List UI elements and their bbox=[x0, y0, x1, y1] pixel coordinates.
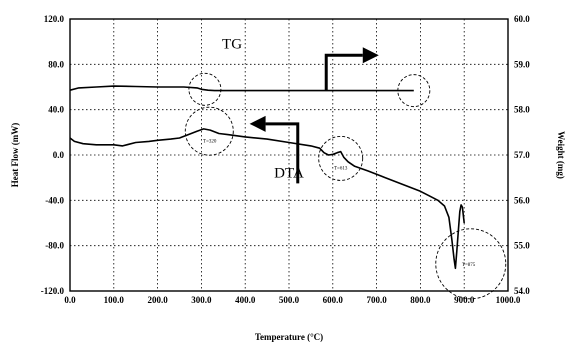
x-tick-label: 300.0 bbox=[191, 295, 212, 305]
x-tick-label: 200.0 bbox=[147, 295, 168, 305]
y-axis-right-title: Weight (mg) bbox=[556, 131, 566, 179]
y-right-tick-label: 57.0 bbox=[514, 150, 530, 160]
y-right-tick-label: 55.0 bbox=[514, 241, 530, 251]
y-left-tick-label: 40.0 bbox=[48, 105, 64, 115]
x-tick-label: 0.0 bbox=[64, 295, 76, 305]
x-tick-label: 700.0 bbox=[366, 295, 387, 305]
arrow-head bbox=[249, 115, 266, 132]
highlight-circle bbox=[184, 106, 234, 156]
y-right-tick-label: 60.0 bbox=[514, 14, 530, 24]
peak-temperature-label: T=613 bbox=[334, 167, 348, 172]
bent-arrow bbox=[265, 122, 300, 184]
y-right-tick-label: 56.0 bbox=[514, 195, 530, 205]
highlight-circle bbox=[318, 135, 364, 181]
x-tick-label: 100.0 bbox=[104, 295, 125, 305]
y-left-tick-label: 80.0 bbox=[48, 59, 64, 69]
arrow-head bbox=[362, 47, 379, 64]
y-left-tick-label: 120.0 bbox=[44, 14, 65, 24]
x-tick-label: 1000.0 bbox=[496, 295, 521, 305]
axes: 0.0 100.0 200.0 300.0 400.0 500.0 600.0 700.0 80… bbox=[41, 14, 531, 305]
y-right-tick-label: 58.0 bbox=[514, 105, 530, 115]
highlight-circle bbox=[188, 72, 222, 106]
annotations-layer: TG DTA T=320 T=613 T=875 bbox=[184, 36, 507, 300]
y-axis-left-title: Heat Flow (mW) bbox=[10, 123, 20, 187]
x-tick-label: 500.0 bbox=[279, 295, 300, 305]
series-line-dta bbox=[69, 128, 465, 270]
highlight-circle bbox=[435, 228, 507, 300]
x-tick-label: 600.0 bbox=[323, 295, 344, 305]
y-left-tick-label: -40.0 bbox=[45, 195, 64, 205]
peak-temperature-label: T=320 bbox=[203, 140, 217, 145]
series-name-label: TG bbox=[222, 36, 242, 52]
highlight-circle bbox=[397, 74, 431, 108]
y-right-tick-label: 54.0 bbox=[514, 286, 530, 296]
bent-arrow bbox=[324, 53, 363, 91]
y-left-tick-label: -120.0 bbox=[41, 286, 65, 296]
y-left-tick-label: -80.0 bbox=[45, 241, 64, 251]
series-layer bbox=[69, 85, 465, 270]
x-tick-label: 800.0 bbox=[410, 295, 431, 305]
x-tick-label: 400.0 bbox=[235, 295, 256, 305]
plot-frame bbox=[69, 18, 509, 292]
y-left-tick-label: 0.0 bbox=[53, 150, 65, 160]
series-line-tg bbox=[69, 85, 414, 92]
y-right-tick-label: 59.0 bbox=[514, 59, 530, 69]
x-axis-title: Temperature (°C) bbox=[255, 332, 323, 342]
grid bbox=[70, 19, 508, 291]
x-tick-label: 900.0 bbox=[454, 295, 475, 305]
peak-temperature-label: T=875 bbox=[462, 263, 476, 268]
series-name-label: DTA bbox=[274, 166, 304, 182]
